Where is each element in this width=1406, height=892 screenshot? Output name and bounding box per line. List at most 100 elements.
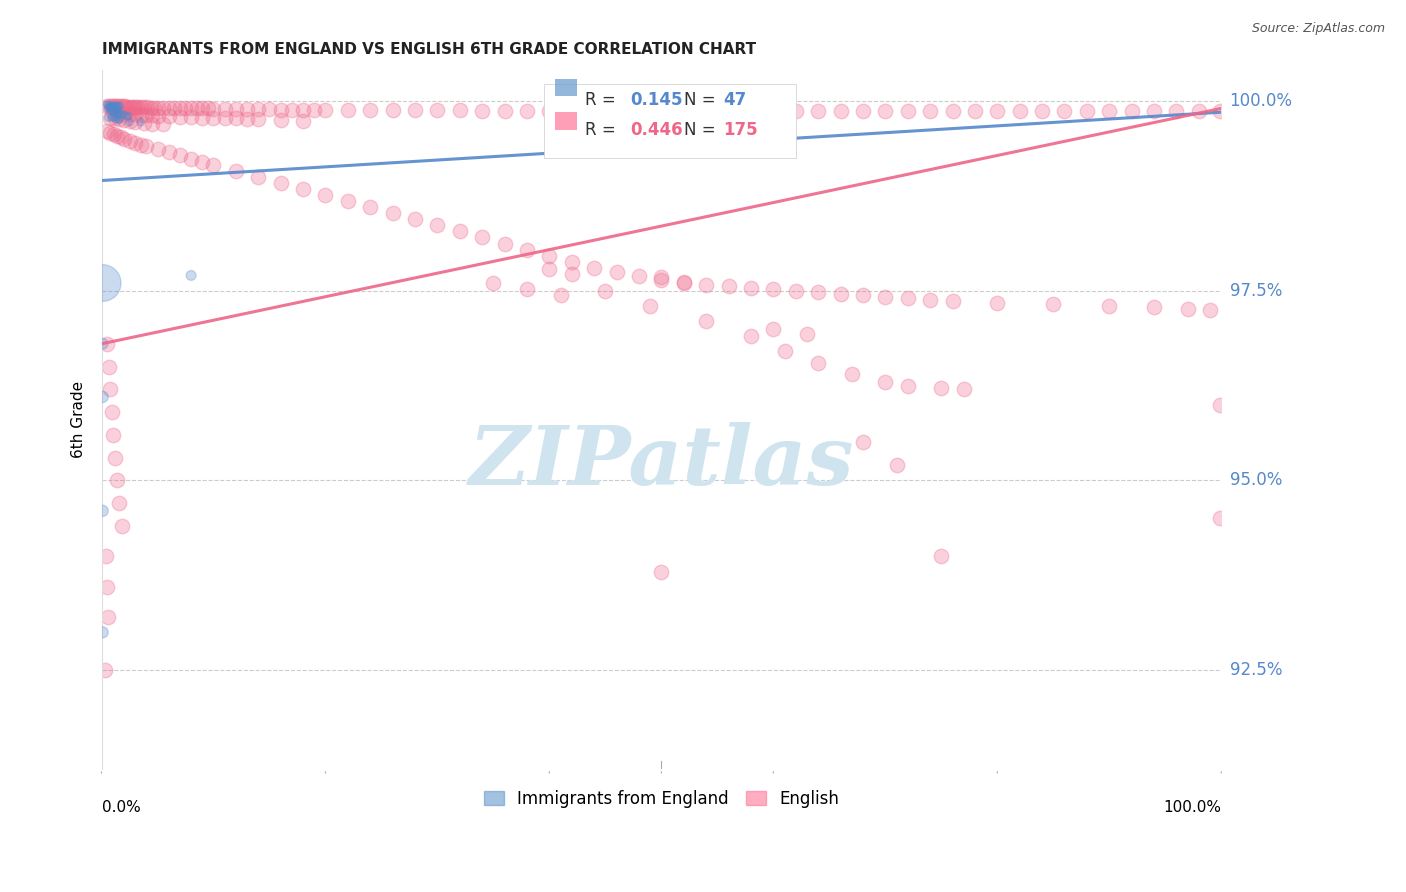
Point — [695, 277, 717, 292]
Point — [875, 375, 897, 389]
Point — [127, 100, 149, 114]
Point — [96, 336, 118, 351]
Point — [314, 103, 336, 117]
Point — [270, 176, 292, 190]
Point — [191, 111, 214, 125]
Point — [830, 103, 852, 118]
Point — [98, 102, 121, 116]
Point — [1042, 297, 1064, 311]
Point — [104, 450, 127, 465]
Point — [97, 98, 120, 112]
Point — [105, 112, 128, 126]
Point — [1143, 104, 1166, 119]
Point — [359, 103, 381, 117]
Point — [773, 344, 796, 359]
Point — [186, 102, 208, 116]
Point — [852, 288, 875, 302]
Point — [1076, 103, 1098, 118]
Point — [281, 103, 304, 117]
Point — [96, 97, 118, 112]
Point — [132, 100, 155, 114]
Point — [98, 99, 121, 113]
Point — [225, 163, 247, 178]
Point — [717, 279, 740, 293]
Point — [875, 103, 897, 118]
Point — [169, 102, 191, 116]
Point — [108, 107, 131, 121]
Point — [112, 107, 135, 121]
Point — [1209, 511, 1232, 525]
Point — [96, 580, 118, 594]
Point — [163, 102, 186, 116]
Point — [100, 111, 122, 125]
Point — [191, 102, 214, 116]
Point — [841, 367, 863, 381]
Point — [107, 99, 129, 113]
Point — [583, 103, 606, 118]
Point — [627, 103, 650, 118]
Text: Source: ZipAtlas.com: Source: ZipAtlas.com — [1251, 22, 1385, 36]
Point — [247, 112, 270, 126]
Point — [100, 102, 122, 116]
Point — [180, 268, 202, 283]
Point — [314, 188, 336, 202]
Point — [104, 102, 127, 116]
Point — [124, 107, 146, 121]
Point — [897, 291, 920, 305]
Text: R =: R = — [585, 121, 616, 139]
Point — [91, 504, 114, 518]
Point — [101, 99, 124, 113]
Point — [606, 265, 628, 279]
Point — [143, 102, 166, 116]
Point — [132, 116, 155, 130]
Point — [762, 103, 785, 118]
Point — [105, 103, 128, 117]
Point — [538, 103, 561, 118]
Point — [717, 103, 740, 118]
Point — [129, 108, 152, 122]
Point — [516, 103, 538, 118]
Text: 175: 175 — [723, 121, 758, 139]
Point — [920, 293, 942, 307]
Point — [650, 103, 672, 118]
Point — [672, 275, 695, 289]
Point — [91, 625, 114, 640]
Point — [941, 294, 963, 309]
Point — [91, 276, 114, 290]
Point — [449, 224, 471, 238]
Point — [104, 99, 127, 113]
Point — [336, 194, 359, 208]
Point — [174, 102, 197, 116]
Point — [124, 115, 146, 129]
Point — [471, 230, 494, 244]
Point — [111, 107, 134, 121]
Text: IMMIGRANTS FROM ENGLAND VS ENGLISH 6TH GRADE CORRELATION CHART: IMMIGRANTS FROM ENGLAND VS ENGLISH 6TH G… — [101, 42, 755, 57]
Point — [929, 381, 952, 395]
Point — [101, 428, 124, 442]
Point — [381, 103, 404, 117]
Point — [115, 109, 138, 123]
Point — [97, 610, 120, 624]
Point — [141, 117, 163, 131]
Point — [101, 105, 124, 120]
Point — [107, 103, 129, 117]
Point — [606, 103, 628, 118]
Point — [105, 99, 128, 113]
Point — [482, 276, 505, 290]
Point — [111, 99, 134, 113]
Point — [920, 103, 942, 118]
Point — [449, 103, 471, 117]
Point — [157, 102, 180, 116]
Point — [1098, 299, 1121, 313]
Point — [963, 103, 986, 118]
Point — [1188, 104, 1211, 119]
Point — [108, 112, 131, 126]
Point — [103, 127, 125, 141]
Point — [105, 107, 128, 121]
Point — [157, 109, 180, 123]
Point — [807, 103, 830, 118]
Point — [98, 359, 121, 374]
Point — [135, 139, 157, 153]
Text: ZIPatlas: ZIPatlas — [468, 422, 853, 501]
Text: N =: N = — [683, 91, 716, 110]
